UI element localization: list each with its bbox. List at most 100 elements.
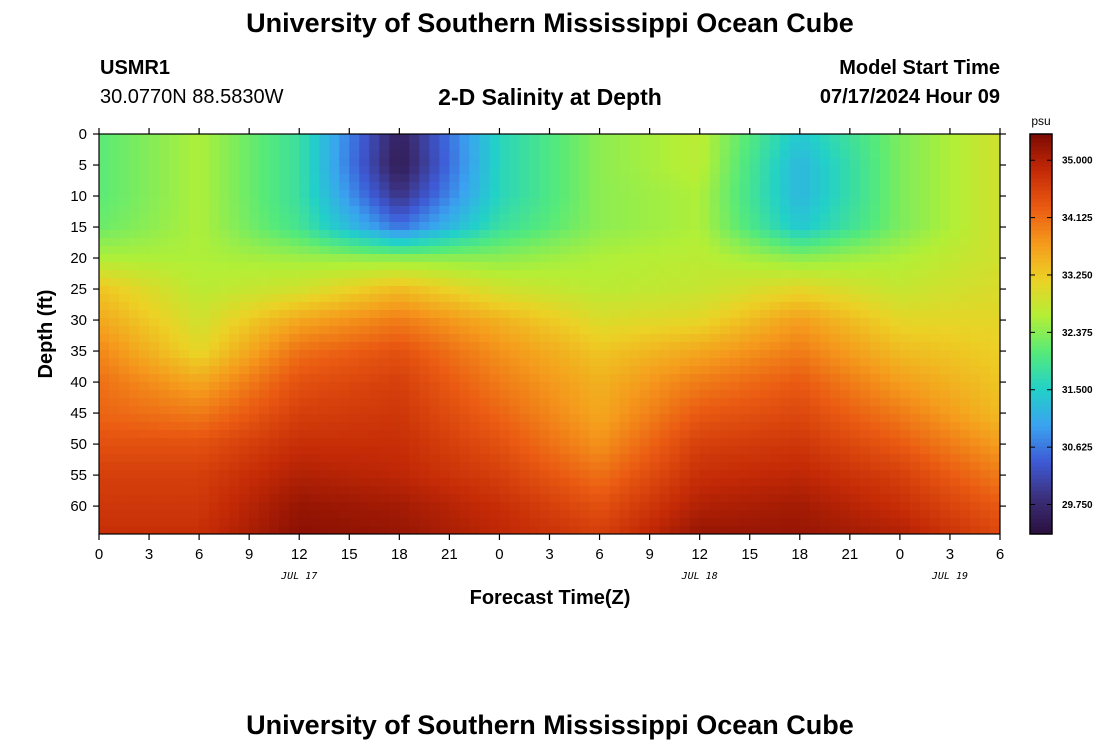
- heatmap-cell: [739, 494, 751, 503]
- heatmap-cell: [589, 246, 601, 255]
- heatmap-cell: [609, 206, 621, 215]
- y-tick-label: 50: [70, 436, 87, 453]
- heatmap-cell: [199, 206, 210, 215]
- heatmap-cell: [649, 190, 661, 199]
- heatmap-cell: [819, 142, 831, 151]
- heatmap-cell: [539, 278, 551, 287]
- heatmap-cell: [419, 454, 430, 463]
- heatmap-cell: [439, 510, 450, 519]
- heatmap-cell: [149, 262, 160, 271]
- heatmap-cell: [949, 294, 961, 303]
- heatmap-cell: [339, 278, 350, 287]
- heatmap-cell: [869, 190, 881, 199]
- heatmap-cell: [749, 454, 761, 463]
- heatmap-cell: [219, 390, 230, 399]
- heatmap-cell: [549, 182, 561, 191]
- heatmap-cell: [799, 358, 811, 367]
- heatmap-cell: [909, 158, 921, 167]
- heatmap-cell: [939, 198, 951, 207]
- heatmap-cell: [189, 342, 200, 351]
- heatmap-cell: [859, 438, 871, 447]
- colorbar-segment: [1030, 190, 1052, 195]
- heatmap-cell: [969, 334, 981, 343]
- heatmap-cell: [879, 422, 891, 431]
- heatmap-cell: [809, 278, 821, 287]
- heatmap-cell: [479, 278, 491, 287]
- heatmap-cell: [939, 334, 951, 343]
- heatmap-cell: [339, 462, 350, 471]
- heatmap-cell: [779, 382, 791, 391]
- heatmap-cell: [409, 278, 420, 287]
- x-tick-label: 12: [291, 546, 308, 563]
- heatmap-cell: [989, 278, 1000, 287]
- heatmap-cell: [709, 390, 721, 399]
- heatmap-cell: [249, 254, 260, 263]
- heatmap-cell: [409, 454, 420, 463]
- heatmap-cell: [319, 174, 330, 183]
- heatmap-cell: [329, 318, 340, 327]
- heatmap-cell: [799, 166, 811, 175]
- heatmap-cell: [989, 230, 1000, 239]
- heatmap-cell: [799, 254, 811, 263]
- heatmap-cell: [959, 158, 971, 167]
- heatmap-cell: [679, 190, 691, 199]
- heatmap-cell: [779, 158, 791, 167]
- heatmap-cell: [219, 414, 230, 423]
- heatmap-cell: [959, 286, 971, 295]
- heatmap-cell: [449, 262, 460, 271]
- heatmap-cell: [729, 406, 741, 415]
- heatmap-cell: [319, 494, 330, 503]
- heatmap-cell: [609, 422, 621, 431]
- heatmap-cell: [769, 334, 781, 343]
- heatmap-cell: [749, 470, 761, 479]
- heatmap-cell: [179, 406, 190, 415]
- heatmap-cell: [639, 526, 651, 534]
- heatmap-cell: [419, 182, 430, 191]
- heatmap-cell: [199, 182, 210, 191]
- heatmap-cell: [539, 518, 551, 527]
- heatmap-cell: [179, 414, 190, 423]
- heatmap-cell: [769, 302, 781, 311]
- heatmap-cell: [99, 310, 110, 319]
- heatmap-cell: [679, 374, 691, 383]
- heatmap-cell: [909, 478, 921, 487]
- heatmap-cell: [139, 326, 150, 335]
- heatmap-cell: [549, 470, 561, 479]
- heatmap-cell: [709, 222, 721, 231]
- heatmap-cell: [329, 382, 340, 391]
- heatmap-cell: [469, 174, 481, 183]
- heatmap-cell: [119, 334, 130, 343]
- heatmap-cell: [759, 214, 771, 223]
- heatmap-cell: [469, 198, 481, 207]
- heatmap-cell: [469, 470, 481, 479]
- heatmap-cell: [279, 254, 290, 263]
- heatmap-cell: [649, 238, 661, 247]
- heatmap-cell: [219, 278, 230, 287]
- heatmap-cell: [599, 390, 611, 399]
- heatmap-cell: [449, 454, 460, 463]
- heatmap-cell: [469, 494, 481, 503]
- heatmap-cell: [659, 486, 671, 495]
- heatmap-cell: [809, 510, 821, 519]
- station-id: USMR1: [100, 57, 171, 79]
- heatmap-cell: [769, 214, 781, 223]
- heatmap-cell: [209, 326, 220, 335]
- heatmap-cell: [929, 374, 941, 383]
- heatmap-cell: [229, 342, 240, 351]
- heatmap-cell: [479, 190, 491, 199]
- heatmap-cell: [479, 134, 491, 143]
- heatmap-cell: [859, 342, 871, 351]
- heatmap-cell: [529, 502, 541, 511]
- heatmap-cell: [799, 222, 811, 231]
- heatmap-cell: [119, 358, 130, 367]
- heatmap-cell: [369, 438, 380, 447]
- colorbar-segment: [1030, 478, 1052, 483]
- heatmap-cell: [709, 438, 721, 447]
- heatmap-cell: [789, 414, 801, 423]
- heatmap-cell: [329, 326, 340, 335]
- heatmap-cell: [819, 478, 831, 487]
- heatmap-cell: [569, 158, 581, 167]
- heatmap-cell: [649, 182, 661, 191]
- heatmap-cell: [479, 342, 491, 351]
- heatmap-cell: [129, 214, 140, 223]
